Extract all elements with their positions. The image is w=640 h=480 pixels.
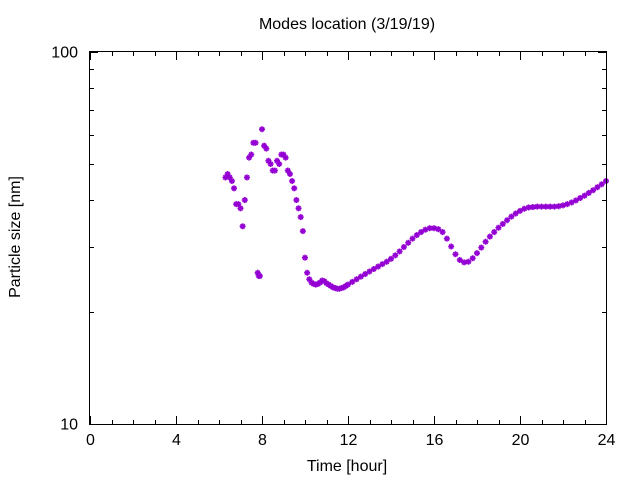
data-point xyxy=(499,220,506,227)
data-point xyxy=(435,226,442,233)
data-point xyxy=(289,178,296,185)
data-point xyxy=(259,126,265,133)
data-point xyxy=(228,178,235,185)
data-point xyxy=(456,256,463,263)
plot-frame xyxy=(89,51,607,425)
axis-ticks xyxy=(90,52,607,425)
data-point xyxy=(452,251,459,258)
data-point xyxy=(362,271,369,278)
data-point xyxy=(293,197,300,204)
chart-title: Modes location (3/19/19) xyxy=(259,16,435,33)
data-point xyxy=(388,255,394,262)
data-point xyxy=(299,228,306,235)
data-point xyxy=(379,261,386,268)
data-point xyxy=(231,185,238,192)
axis-tick-labels: 0 4 8 12 16 20 24 10 100 xyxy=(51,45,615,450)
data-point xyxy=(590,187,597,194)
data-point xyxy=(383,258,390,265)
data-point xyxy=(241,197,248,204)
x-tick-label: 16 xyxy=(426,432,444,449)
data-point xyxy=(418,229,425,236)
data-point xyxy=(474,250,480,257)
data-point xyxy=(345,281,351,288)
data-point xyxy=(465,258,472,265)
data-point xyxy=(392,252,399,259)
data-point xyxy=(286,170,293,177)
data-point xyxy=(252,139,259,146)
x-tick-label: 20 xyxy=(512,432,530,449)
data-point xyxy=(248,151,255,158)
data-point xyxy=(239,223,246,230)
data-point xyxy=(396,248,403,255)
data-point xyxy=(469,255,476,262)
data-point xyxy=(370,266,377,273)
data-point xyxy=(302,254,308,261)
data-point xyxy=(448,243,455,250)
data-point xyxy=(271,167,278,174)
data-point xyxy=(263,145,270,152)
data-point xyxy=(547,203,554,210)
data-point xyxy=(598,181,605,188)
y-tick-label: 100 xyxy=(51,45,78,62)
data-point xyxy=(256,272,263,279)
data-point xyxy=(304,269,311,276)
x-tick-label: 12 xyxy=(340,432,358,449)
data-point xyxy=(478,244,485,251)
data-point xyxy=(237,205,244,212)
x-tick-label: 4 xyxy=(172,432,181,449)
data-point xyxy=(282,154,289,161)
data-point xyxy=(585,189,592,196)
data-points xyxy=(222,126,609,292)
data-point xyxy=(375,263,382,270)
x-tick-label: 0 xyxy=(86,432,95,449)
data-point xyxy=(276,160,283,167)
x-tick-label: 24 xyxy=(598,432,616,449)
data-point xyxy=(594,184,601,191)
data-point xyxy=(267,160,274,167)
y-axis-label: Particle size [nm] xyxy=(7,176,24,298)
data-point xyxy=(491,229,498,236)
data-point xyxy=(495,224,502,231)
data-point xyxy=(409,235,416,242)
data-point xyxy=(572,197,579,204)
data-point xyxy=(400,244,407,251)
data-point xyxy=(577,195,584,202)
data-point xyxy=(482,238,489,245)
x-tick-label: 8 xyxy=(258,432,267,449)
data-point xyxy=(581,192,588,199)
data-point xyxy=(486,233,493,240)
data-point xyxy=(243,174,250,181)
x-axis-label: Time [hour] xyxy=(307,458,387,475)
y-tick-label: 10 xyxy=(60,417,78,434)
data-point xyxy=(508,213,515,220)
data-point xyxy=(366,268,373,275)
data-point xyxy=(295,205,302,212)
data-point xyxy=(291,185,298,192)
data-point xyxy=(529,204,536,211)
data-point xyxy=(349,278,356,285)
data-point xyxy=(439,229,446,236)
data-point xyxy=(413,232,420,239)
data-point xyxy=(297,214,304,221)
data-point xyxy=(405,239,412,246)
data-point xyxy=(512,210,519,217)
data-point xyxy=(357,273,364,280)
data-point xyxy=(504,217,511,224)
data-point xyxy=(443,235,450,242)
data-point xyxy=(353,276,360,283)
